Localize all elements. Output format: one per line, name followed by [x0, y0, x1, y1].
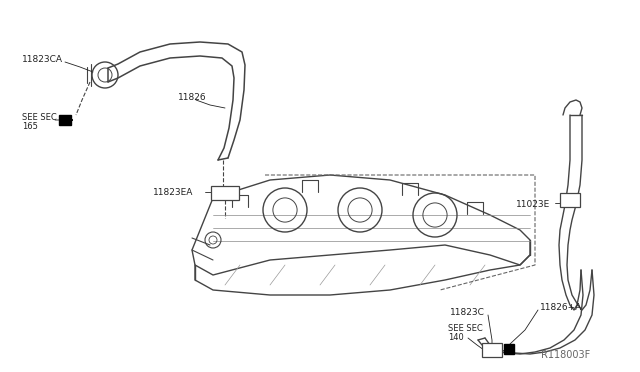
Text: 11823C: 11823C: [450, 308, 485, 317]
Text: 11823CA: 11823CA: [22, 55, 63, 64]
FancyBboxPatch shape: [482, 343, 502, 357]
Text: SEE SEC: SEE SEC: [22, 113, 57, 122]
FancyBboxPatch shape: [560, 193, 580, 207]
Text: 11826: 11826: [178, 93, 207, 102]
FancyBboxPatch shape: [504, 344, 514, 354]
Text: 11023E: 11023E: [516, 200, 550, 209]
Text: 165: 165: [22, 122, 38, 131]
FancyBboxPatch shape: [211, 186, 239, 200]
Text: R118003F: R118003F: [541, 350, 590, 360]
Text: SEE SEC: SEE SEC: [448, 324, 483, 333]
FancyBboxPatch shape: [59, 115, 71, 125]
Text: 11826+A: 11826+A: [540, 303, 582, 312]
Text: 140: 140: [448, 333, 464, 342]
Text: 11823EA: 11823EA: [153, 188, 193, 197]
